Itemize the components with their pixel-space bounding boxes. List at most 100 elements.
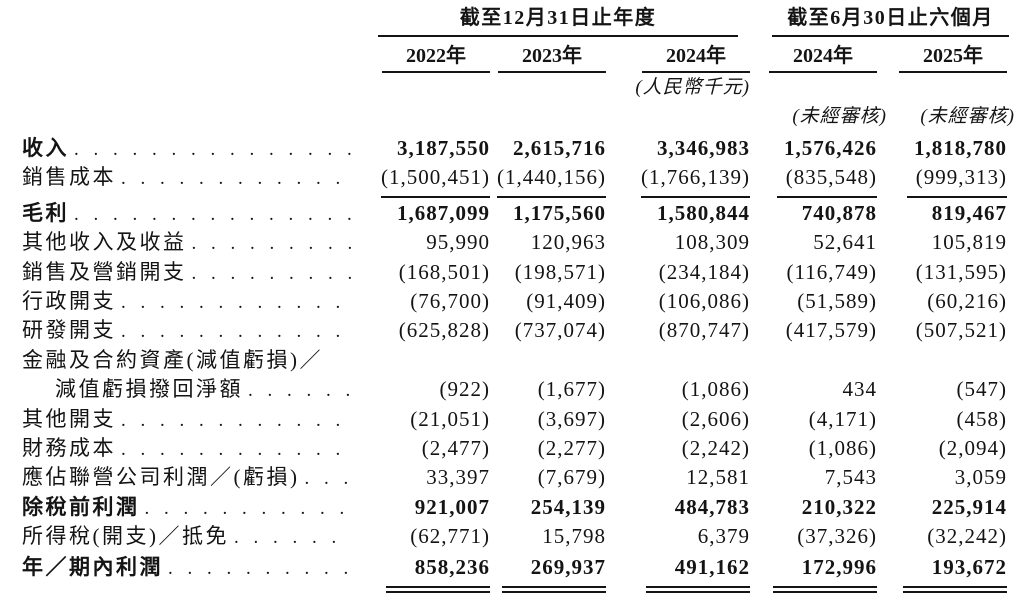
value-cell-1h2024: 740,878: [801, 200, 877, 225]
table-row: 研發開支 . . . . . . . . . . . . . . . . . .…: [22, 316, 1007, 345]
value-cell-fy2022: 858,236: [360, 553, 490, 593]
value-cell-fy2022: (2,477): [421, 435, 490, 460]
value-cell-fy2023: 254,139: [530, 494, 606, 519]
row-label-cell: 銷售及營銷開支 . . . . . . . . . . . . . . . . …: [22, 258, 360, 287]
dot-leader: . . . . . . . . . . . . . . . . . . . . …: [144, 497, 353, 519]
row-label: 行政開支: [22, 288, 116, 313]
value-cell-1h2025: 819,467: [931, 200, 1007, 225]
currency-note: (人民幣千元): [635, 77, 750, 98]
currency-note-row: (人民幣千元): [22, 73, 1007, 100]
row-label-cell: 年／期內利潤 . . . . . . . . . . . . . . . . .…: [22, 553, 360, 592]
value-cell-1h2025: 3,059: [954, 465, 1007, 490]
period-group-interim: 截至6月30日止六個月: [772, 6, 1009, 37]
value-cell-1h2025: (60,216): [927, 288, 1007, 313]
value-cell-fy2024: 1,580,844: [657, 200, 750, 225]
table-row: 收入 . . . . . . . . . . . . . . . . . . .…: [22, 134, 1007, 163]
value-cell-1h2025: (2,094): [938, 435, 1007, 460]
row-label-cell: 毛利 . . . . . . . . . . . . . . . . . . .…: [22, 199, 360, 228]
value-cell-fy2022: 33,397: [426, 465, 490, 490]
table-row: 銷售成本 . . . . . . . . . . . . . . . . . .…: [22, 163, 1007, 198]
dot-leader: . . . . . . . . . . . . . . . . . . . . …: [121, 321, 352, 343]
dot-leader: . . . . . . . . . . . . . . . . . . . . …: [234, 527, 352, 549]
value-cell-1h2025: (507,521): [915, 318, 1007, 343]
value-cell-fy2022: 1,687,099: [397, 200, 490, 225]
row-label-cell: 所得稅(開支)／抵免 . . . . . . . . . . . . . . .…: [22, 522, 360, 551]
table-row: 除稅前利潤 . . . . . . . . . . . . . . . . . …: [22, 493, 1007, 522]
value-cell-fy2022: (1,500,451): [360, 163, 490, 198]
row-label: 銷售成本: [22, 165, 116, 190]
year-header-spacer: [22, 37, 360, 73]
table-row: 其他開支 . . . . . . . . . . . . . . . . . .…: [22, 405, 1007, 434]
dot-leader: . . . . . . . . . . . . . . . . . . . . …: [74, 203, 352, 225]
year-header-2023: 2023年: [498, 37, 606, 73]
unaudited-note-row: (未經審核) (未經審核): [22, 100, 1014, 127]
value-cell-fy2022: (76,700): [410, 288, 490, 313]
table-row: 銷售及營銷開支 . . . . . . . . . . . . . . . . …: [22, 258, 1007, 287]
value-cell-fy2022: (922): [439, 377, 490, 402]
value-cell-1h2025: (547): [956, 377, 1007, 402]
dot-leader: . . . . . . . . . . . . . . . . . . . . …: [248, 380, 352, 402]
value-cell-fy2023: (1,440,156): [490, 163, 606, 198]
row-label-cell: 銷售成本 . . . . . . . . . . . . . . . . . .…: [22, 163, 360, 197]
row-label-cell: 除稅前利潤 . . . . . . . . . . . . . . . . . …: [22, 493, 360, 522]
value-cell-fy2024: 108,309: [674, 230, 750, 255]
value-cell-fy2024: (1,086): [681, 377, 750, 402]
value-cell-1h2024: (4,171): [808, 406, 877, 431]
value-cell-1h2024: (835,548): [750, 163, 877, 198]
value-cell-fy2022: 95,990: [426, 230, 490, 255]
value-cell-1h2024: 434: [842, 377, 877, 402]
table-row: 其他收入及收益 . . . . . . . . . . . . . . . . …: [22, 228, 1007, 257]
value-cell-1h2024: 52,641: [813, 230, 877, 255]
table-row: 減值虧損撥回淨額 . . . . . . . . . . . . . . . .…: [22, 375, 1007, 404]
row-label-cell: 財務成本 . . . . . . . . . . . . . . . . . .…: [22, 434, 360, 463]
value-cell-fy2022: (62,771): [410, 524, 490, 549]
table-row: 財務成本 . . . . . . . . . . . . . . . . . .…: [22, 434, 1007, 463]
row-label: 研發開支: [22, 318, 116, 343]
dot-leader: . . . . . . . . . . . . . . . . . . . . …: [191, 233, 353, 255]
value-cell-fy2024: 6,379: [697, 524, 750, 549]
value-cell-fy2023: (1,677): [537, 377, 606, 402]
value-cell-fy2024: 491,162: [606, 553, 750, 593]
row-label: 收入: [22, 136, 69, 160]
row-label: 金融及合約資產(減值虧損)／: [22, 347, 323, 372]
value-cell-fy2023: (91,409): [526, 288, 606, 313]
value-cell-fy2023: (7,679): [537, 465, 606, 490]
unaudited-note-2025: (未經審核): [920, 106, 1015, 127]
row-label: 其他收入及收益: [22, 230, 187, 255]
value-cell-fy2024: 12,581: [686, 465, 750, 490]
period-group-row: 截至12月31日止年度 截至6月30日止六個月: [22, 6, 1009, 37]
dot-leader: . . . . . . . . . . . . . . . . . . . . …: [121, 438, 352, 460]
row-label: 財務成本: [22, 435, 116, 460]
row-label: 所得稅(開支)／抵免: [22, 524, 229, 549]
value-cell-fy2023: 269,937: [490, 553, 606, 593]
row-label: 減值虧損撥回淨額: [55, 377, 243, 402]
period-group-annual: 截至12月31日止年度: [378, 6, 738, 37]
value-cell-1h2024: 210,322: [801, 494, 877, 519]
value-cell-1h2024: (51,589): [797, 288, 877, 313]
dot-leader: . . . . . . . . . . . . . . . . . . . . …: [304, 468, 353, 490]
year-header-2022: 2022年: [382, 37, 490, 73]
row-label: 年／期內利潤: [22, 555, 163, 580]
row-label: 銷售及營銷開支: [22, 259, 187, 284]
year-header-row: 2022年 2023年 2024年 2024年 2025年: [22, 37, 1007, 73]
value-cell-fy2024: (870,747): [658, 318, 750, 343]
dot-leader: . . . . . . . . . . . . . . . . . . . . …: [191, 262, 353, 284]
table-row: 年／期內利潤 . . . . . . . . . . . . . . . . .…: [22, 553, 1007, 593]
value-cell-fy2024: (234,184): [658, 259, 750, 284]
row-label-cell: 其他收入及收益 . . . . . . . . . . . . . . . . …: [22, 228, 360, 257]
table-row-continued-label: 金融及合約資產(減值虧損)／: [22, 346, 1007, 375]
row-label: 其他開支: [22, 406, 116, 431]
row-label-cell: 行政開支 . . . . . . . . . . . . . . . . . .…: [22, 287, 360, 316]
row-label-cell: 應佔聯營公司利潤／(虧損) . . . . . . . . . . . . . …: [22, 463, 360, 492]
value-cell-1h2024: 172,996: [750, 553, 877, 593]
value-cell-fy2024: (2,606): [681, 406, 750, 431]
value-cell-1h2025: (131,595): [915, 259, 1007, 284]
value-cell-1h2024: (37,326): [797, 524, 877, 549]
table-row: 所得稅(開支)／抵免 . . . . . . . . . . . . . . .…: [22, 522, 1007, 551]
value-cell-fy2023: (198,571): [514, 259, 606, 284]
value-cell-fy2022: (625,828): [398, 318, 490, 343]
value-cell-1h2024: (1,086): [808, 435, 877, 460]
value-cell-fy2022: 921,007: [414, 494, 490, 519]
table-body: 收入 . . . . . . . . . . . . . . . . . . .…: [22, 134, 1007, 593]
